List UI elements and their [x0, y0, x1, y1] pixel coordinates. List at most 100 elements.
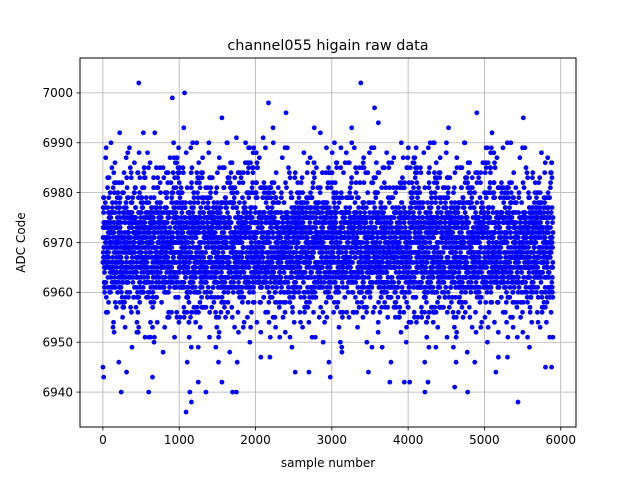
- data-point: [358, 210, 363, 215]
- data-point: [357, 305, 362, 310]
- data-point: [456, 310, 461, 315]
- data-point: [306, 320, 311, 325]
- data-point: [300, 325, 305, 330]
- data-point: [370, 345, 375, 350]
- data-point: [422, 185, 427, 190]
- data-point: [189, 345, 194, 350]
- data-point: [216, 335, 221, 340]
- data-point: [427, 180, 432, 185]
- data-point: [424, 320, 429, 325]
- data-point: [287, 290, 292, 295]
- data-point: [241, 295, 246, 300]
- data-point: [347, 190, 352, 195]
- data-point: [139, 250, 144, 255]
- data-point: [222, 165, 227, 170]
- data-point: [186, 300, 191, 305]
- data-point: [329, 295, 334, 300]
- data-point: [185, 360, 190, 365]
- data-point: [366, 275, 371, 280]
- data-point: [222, 230, 227, 235]
- data-point: [393, 235, 398, 240]
- data-point: [272, 215, 277, 220]
- data-point: [479, 245, 484, 250]
- data-point: [361, 160, 366, 165]
- data-point: [302, 295, 307, 300]
- data-point: [137, 300, 142, 305]
- data-point: [126, 195, 131, 200]
- data-point: [285, 145, 290, 150]
- data-point: [402, 180, 407, 185]
- data-point: [333, 215, 338, 220]
- data-point: [108, 290, 113, 295]
- data-point: [165, 220, 170, 225]
- data-point: [159, 300, 164, 305]
- data-point: [293, 280, 298, 285]
- data-point: [407, 230, 412, 235]
- data-point: [176, 320, 181, 325]
- data-point: [454, 330, 459, 335]
- data-point: [221, 250, 226, 255]
- data-point: [155, 175, 160, 180]
- data-point: [106, 300, 111, 305]
- data-point: [141, 285, 146, 290]
- data-point: [375, 190, 380, 195]
- data-point: [186, 240, 191, 245]
- data-point: [403, 225, 408, 230]
- data-point: [340, 195, 345, 200]
- data-point: [376, 300, 381, 305]
- data-point: [152, 340, 157, 345]
- data-point: [446, 255, 451, 260]
- data-point: [402, 220, 407, 225]
- data-point: [120, 315, 125, 320]
- data-point: [466, 220, 471, 225]
- data-point: [177, 270, 182, 275]
- data-point: [335, 305, 340, 310]
- data-point: [104, 145, 109, 150]
- data-point: [310, 255, 315, 260]
- data-point: [134, 270, 139, 275]
- data-point: [188, 145, 193, 150]
- data-point: [389, 220, 394, 225]
- data-point: [338, 240, 343, 245]
- data-point: [279, 275, 284, 280]
- data-point: [108, 215, 113, 220]
- data-point: [438, 170, 443, 175]
- data-point: [241, 325, 246, 330]
- data-point: [230, 160, 235, 165]
- data-point: [103, 155, 108, 160]
- data-point: [334, 220, 339, 225]
- data-point: [412, 310, 417, 315]
- data-point: [129, 175, 134, 180]
- data-point: [183, 200, 188, 205]
- data-point: [252, 300, 257, 305]
- data-point: [430, 285, 435, 290]
- data-point: [139, 210, 144, 215]
- data-point: [159, 215, 164, 220]
- data-point: [130, 195, 135, 200]
- data-point: [149, 250, 154, 255]
- data-point: [235, 360, 240, 365]
- data-point: [349, 140, 354, 145]
- data-point: [309, 270, 314, 275]
- data-point: [443, 285, 448, 290]
- data-point: [210, 175, 215, 180]
- data-point: [362, 295, 367, 300]
- data-point: [339, 145, 344, 150]
- data-point: [333, 280, 338, 285]
- data-point: [419, 280, 424, 285]
- data-point: [377, 170, 382, 175]
- data-point: [353, 190, 358, 195]
- data-point: [459, 230, 464, 235]
- data-point: [446, 290, 451, 295]
- data-point: [320, 285, 325, 290]
- data-point: [382, 300, 387, 305]
- data-point: [132, 190, 137, 195]
- data-point: [144, 195, 149, 200]
- data-point: [289, 245, 294, 250]
- data-point: [207, 335, 212, 340]
- data-point: [200, 170, 205, 175]
- data-point: [236, 330, 241, 335]
- data-point: [213, 230, 218, 235]
- data-point: [271, 230, 276, 235]
